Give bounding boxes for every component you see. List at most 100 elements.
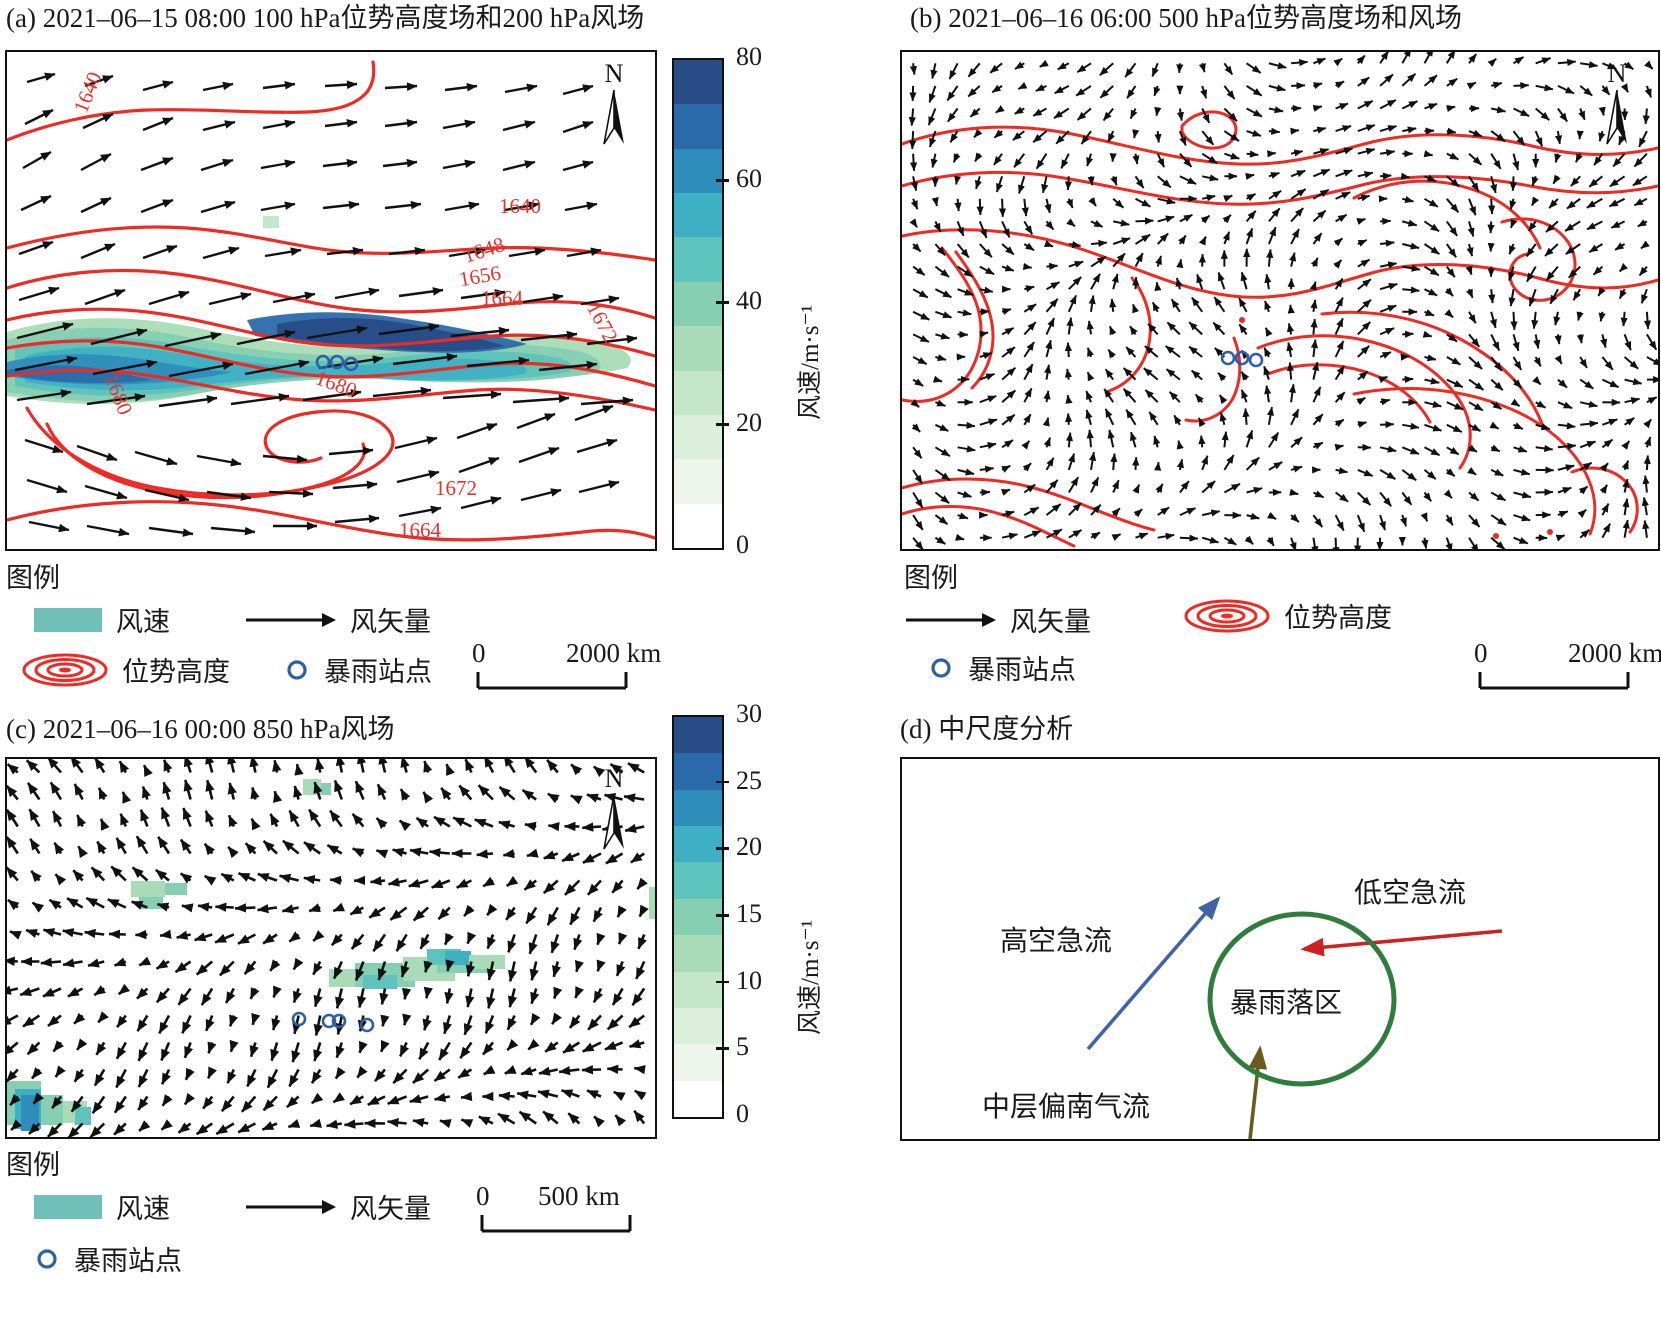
legend-item-windvector-a: 风矢量	[244, 600, 431, 639]
rainstorm-area-ellipse	[1207, 911, 1397, 1087]
colorbar-tick-label: 0	[736, 1099, 749, 1128]
legend-item-windvector-b: 风矢量	[904, 600, 1091, 639]
colorbar-tick-label: 0	[736, 530, 749, 559]
filled-swatch-icon	[34, 607, 102, 632]
legend-label: 暴雨站点	[968, 655, 1076, 685]
scalebar-right-label: 500 km	[538, 1181, 620, 1211]
scalebar-left-label: 0	[476, 1181, 490, 1211]
legend-item-windvector-c: 风矢量	[244, 1187, 431, 1226]
panel-b: (b) 2021–06–16 06:00 500 hPa位势高度场和风场	[890, 0, 1661, 700]
colorbar-band	[674, 148, 722, 194]
contour-label: 1664	[399, 518, 441, 542]
legend-label: 暴雨站点	[74, 1246, 182, 1276]
colorbar-tick-label: 20	[736, 832, 762, 862]
colorbar-tick-mark	[716, 301, 729, 304]
legend-label: 风速	[116, 1194, 170, 1224]
panel-b-map: N	[900, 50, 1660, 551]
north-arrow-c: N	[591, 764, 637, 851]
geopotential-height-contours	[7, 60, 655, 542]
panel-c-legend: 图例 风速 风矢量 暴雨站点 0 500 km	[6, 1143, 666, 1276]
colorbar-band	[674, 753, 722, 790]
colorbar-band	[674, 898, 722, 936]
colorbar-tick-label: 10	[736, 965, 762, 995]
colorbar-tick-mark	[716, 780, 729, 784]
contour-dots	[1239, 317, 1553, 539]
colorbar-tick-mark	[716, 179, 729, 182]
panel-a-legend: 图例 风速 风矢量 位势高度	[6, 556, 666, 690]
legend-label: 风矢量	[350, 1194, 431, 1224]
colorbar-band	[674, 1007, 722, 1045]
north-arrow-label-b: N	[1608, 59, 1627, 88]
legend-item-windspeed-c: 风速	[34, 1187, 170, 1226]
arrow-right-icon	[244, 609, 336, 631]
panel-c-title: (c) 2021–06–16 00:00 850 hPa风场	[6, 714, 395, 744]
colorbar-band	[674, 326, 722, 371]
legend-label: 风矢量	[350, 607, 431, 637]
colorbar-band	[674, 237, 722, 282]
wind-vectors	[14, 72, 638, 537]
colorbar-tick-label: 30	[736, 699, 762, 728]
colorbar-tick-label: 60	[736, 164, 762, 193]
colorbar-band	[674, 370, 722, 415]
circle-marker-icon	[928, 655, 954, 681]
colorbar-band	[674, 414, 722, 460]
wind-speed-shading	[7, 779, 655, 1131]
colorbar-band	[674, 459, 722, 504]
panel-a-map: 1640 1640 1648 1656 1664 1672 1680 1680 …	[5, 50, 657, 551]
colorbar-tick-label: 20	[736, 408, 762, 437]
contour-label: 1664	[481, 286, 523, 310]
colorbar-band	[674, 971, 722, 1008]
colorbar-band	[674, 193, 722, 238]
upper-level-jet-label: 高空急流	[1000, 926, 1113, 957]
wind-vectors	[908, 52, 1658, 549]
colorbar-tick-mark	[716, 423, 729, 426]
panel-a-colorbar	[672, 58, 724, 550]
colorbar-tick-label: 5	[736, 1032, 749, 1062]
legend-item-station-c: 暴雨站点	[34, 1239, 182, 1278]
panel-d-title: (d) 中尺度分析	[900, 714, 1074, 744]
panel-d-schematic: 高空急流 低空急流 暴雨落区 中层偏南气流	[900, 757, 1660, 1141]
colorbar-tick-mark	[716, 914, 729, 917]
legend-label: 位势高度	[1284, 603, 1392, 633]
wind-vectors	[7, 759, 649, 1137]
colorbar-band	[674, 935, 722, 972]
contour-rings-icon	[22, 653, 108, 687]
colorbar-tick-label: 80	[736, 42, 762, 71]
colorbar-band	[674, 60, 722, 105]
panel-d: (d) 中尺度分析 高空急流 低空急流 暴雨落区 中层偏南气流	[890, 705, 1661, 1325]
north-arrow-label-a: N	[605, 59, 624, 88]
colorbar-band	[674, 1080, 722, 1117]
panel-b-legend: 图例 风矢量 位势高度	[904, 556, 1661, 690]
legend-item-geopotential-b: 位势高度	[1184, 596, 1392, 635]
legend-label: 风速	[116, 607, 170, 637]
panel-a-title: (a) 2021–06–15 08:00 100 hPa位势高度场和200 hP…	[6, 3, 645, 33]
contour-label: 1672	[435, 476, 477, 500]
panel-a-colorbar-label: 风速/m·s⁻¹	[797, 304, 824, 420]
panel-a-map-svg	[7, 60, 655, 542]
arrow-right-icon	[904, 609, 996, 631]
legend-item-station-a: 暴雨站点	[284, 650, 432, 689]
rainstorm-area-label: 暴雨落区	[1230, 988, 1343, 1019]
colorbar-band	[674, 104, 722, 149]
scalebar-left-label: 0	[472, 638, 486, 668]
legend-label: 位势高度	[122, 657, 230, 687]
mid-level-southerly-label: 中层偏南气流	[982, 1092, 1151, 1123]
north-arrow-b: N	[1594, 59, 1640, 146]
panel-c-colorbar	[672, 715, 724, 1119]
arrow-right-icon	[244, 1196, 336, 1218]
circle-marker-icon	[284, 657, 310, 683]
scalebar-right-label: 2000 km	[1568, 638, 1661, 668]
colorbar-tick-mark	[716, 1047, 729, 1050]
panel-a-legend-title: 图例	[6, 563, 60, 593]
panel-a: (a) 2021–06–15 08:00 100 hPa位势高度场和200 hP…	[0, 0, 840, 700]
mid-level-southerly-arrow	[1248, 1045, 1268, 1139]
panel-a-colorbar-ticks: 0 20 40 60 80	[672, 44, 792, 558]
north-arrow-a: N	[591, 59, 637, 146]
colorbar-tick-label: 15	[736, 899, 762, 928]
north-arrow-label-c: N	[605, 764, 624, 793]
rainstorm-station-markers	[291, 1011, 375, 1033]
colorbar-tick-label: 25	[736, 765, 762, 795]
panel-d-svg	[1086, 896, 1503, 1139]
legend-item-windspeed-a: 风速	[34, 600, 170, 639]
panel-c-map: N	[5, 757, 657, 1139]
